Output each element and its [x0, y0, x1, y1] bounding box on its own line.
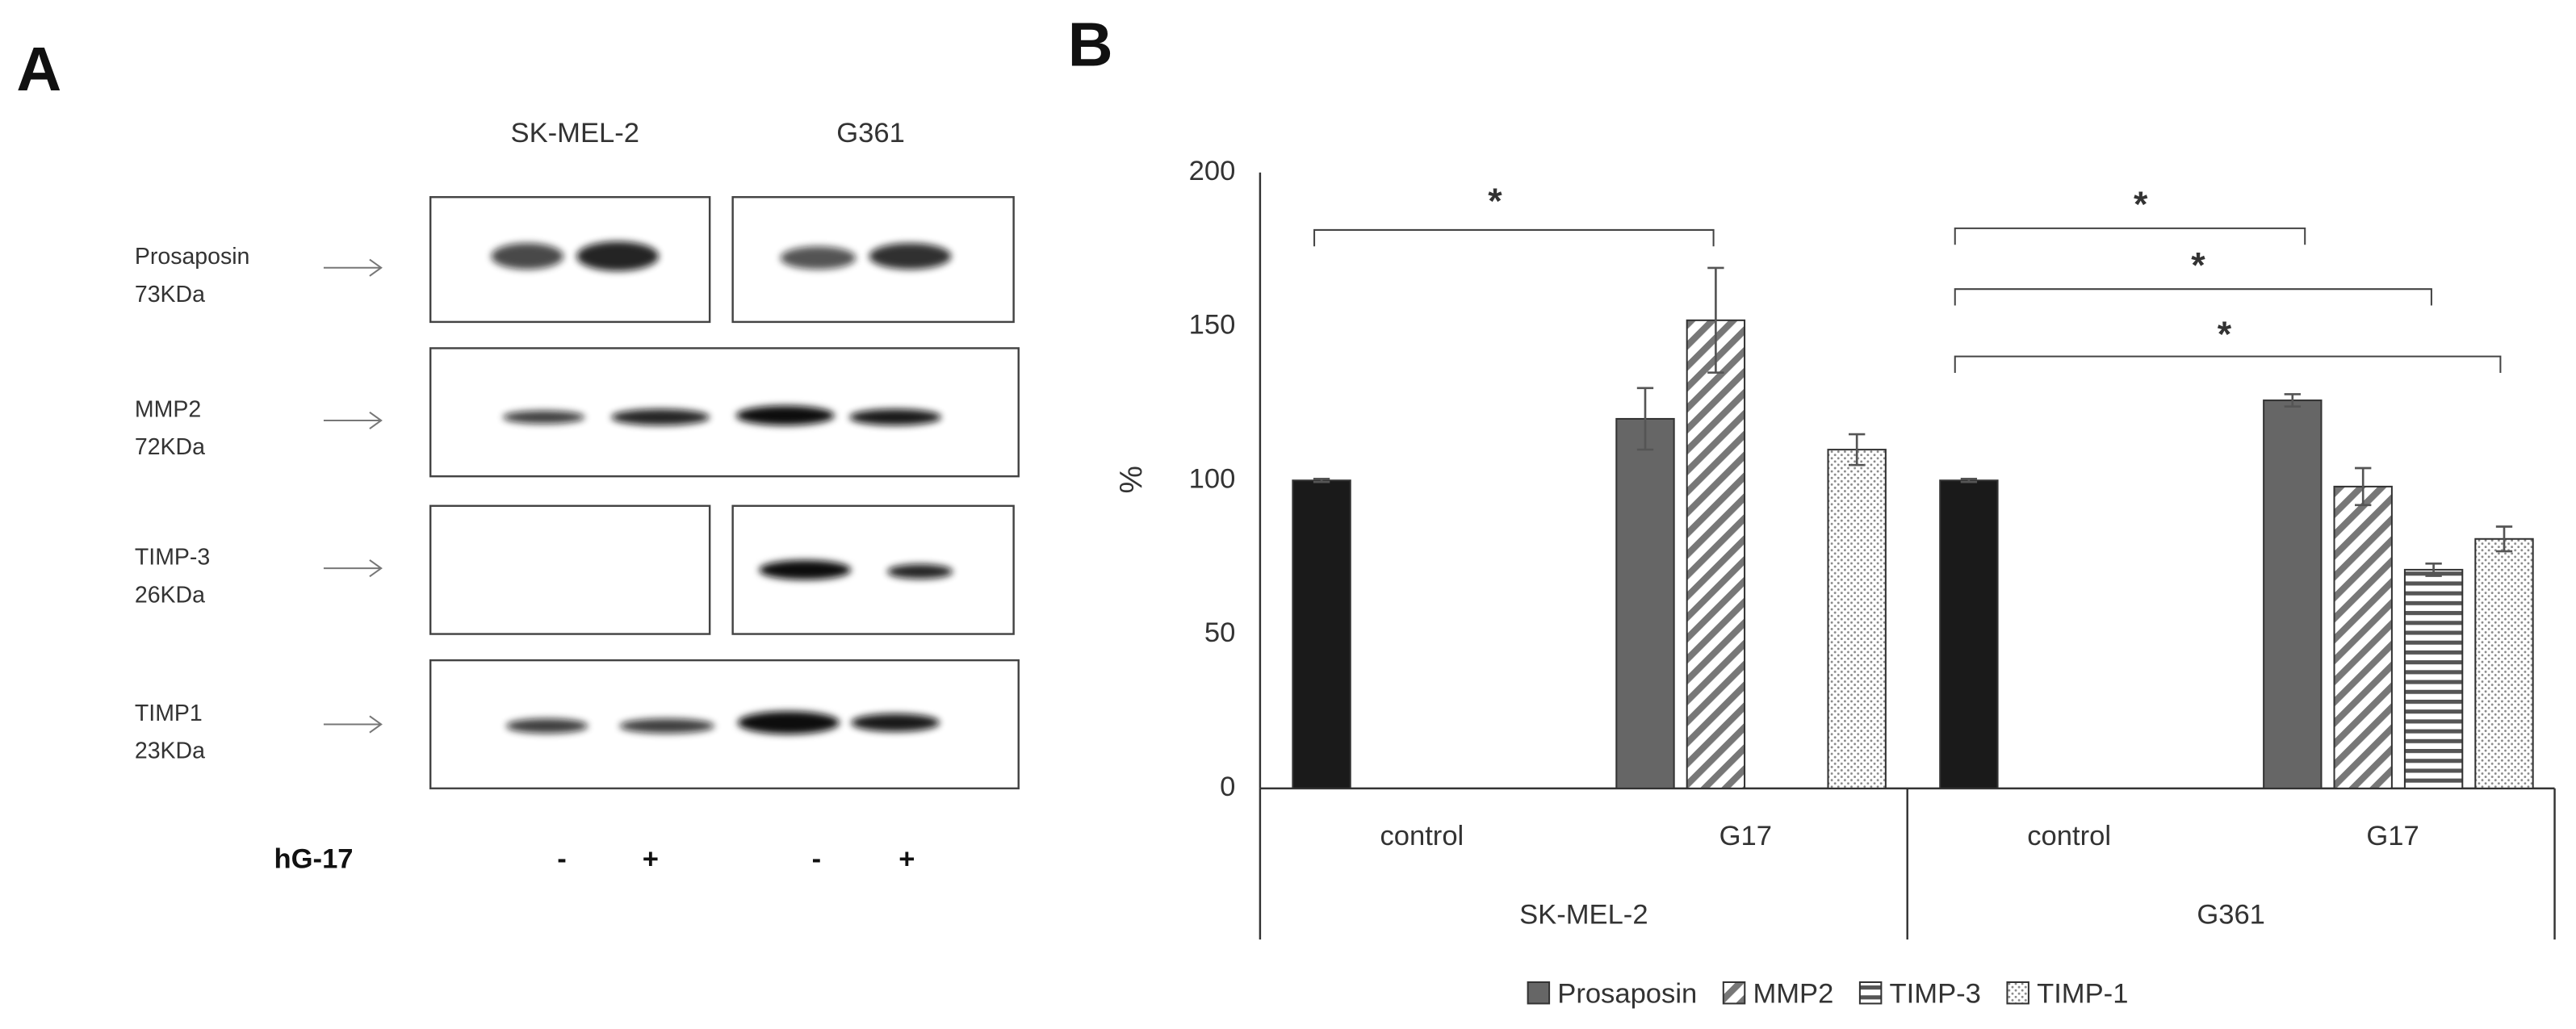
legend-swatch	[1858, 981, 1883, 1005]
panel-label: A	[16, 35, 61, 104]
blot-band	[502, 410, 585, 425]
blot-band	[851, 713, 940, 732]
blot-band	[737, 711, 840, 734]
y-tick-label: 0	[1220, 772, 1235, 802]
error-bar	[1960, 478, 1978, 483]
blot-band	[576, 241, 660, 271]
y-tick-label: 150	[1189, 310, 1236, 341]
bar	[2403, 568, 2464, 789]
protein-label: TIMP1	[135, 701, 203, 726]
blot-box	[429, 196, 711, 324]
error-bar	[2425, 562, 2442, 577]
bar	[1686, 319, 1746, 789]
x-tick-label: control	[1380, 821, 1464, 851]
row-labels: Prosaposin 73KDa MMP2 72KDa TIMP-3 26KDa TIMP1…	[135, 244, 383, 764]
significance-label: *	[1488, 181, 1502, 221]
blot-band	[491, 243, 564, 270]
error-bar	[2355, 466, 2372, 507]
blot-box	[429, 504, 711, 635]
arrow	[323, 258, 383, 277]
y-axis-label: %	[1114, 466, 1149, 493]
protein-label: Prosaposin	[135, 244, 250, 270]
bar	[1827, 449, 1887, 789]
lane-label: +	[643, 844, 659, 875]
legend-swatch	[2006, 981, 2029, 1005]
bar	[2333, 485, 2393, 789]
blots	[429, 196, 1020, 790]
panel-label: B	[1068, 10, 1113, 79]
size-label: 26KDa	[135, 582, 205, 608]
cell-line: SK-MEL-2	[511, 118, 640, 148]
bar	[2474, 538, 2534, 789]
significance-bracket	[1313, 228, 1715, 247]
protein-label: MMP2	[135, 396, 201, 422]
legend-swatch	[1527, 981, 1551, 1005]
group-label: G361	[2197, 900, 2265, 931]
chart: 0 50 100 150 200 SK-MEL-2 control G17 G361 contro…	[1189, 156, 2556, 1009]
y-tick-label: 200	[1189, 156, 1236, 186]
blot-band	[759, 559, 852, 580]
blot-band	[886, 564, 953, 579]
bar	[1939, 479, 1999, 789]
size-label: 23KDa	[135, 738, 205, 764]
x-tick-label: G17	[1719, 821, 1772, 851]
legend-label: TIMP-1	[2037, 978, 2128, 1009]
treatment-label: hG-17	[274, 844, 354, 875]
error-bar	[2284, 393, 2301, 408]
arrow	[323, 715, 383, 734]
cell-line: G361	[836, 118, 905, 148]
bar	[1292, 479, 1351, 789]
error-bar	[1849, 433, 1866, 466]
y-tick-label: 50	[1204, 617, 1235, 648]
error-bar	[1707, 266, 1724, 374]
legend-swatch	[1722, 981, 1746, 1005]
significance-label: *	[2134, 184, 2148, 224]
lane-label: +	[898, 844, 915, 875]
size-label: 73KDa	[135, 282, 205, 307]
significance-bracket	[1954, 355, 2502, 373]
group-label: SK-MEL-2	[1519, 900, 1648, 931]
blot-band	[619, 718, 715, 734]
blot-band	[611, 408, 710, 426]
bar	[1615, 417, 1675, 789]
bar	[2263, 399, 2323, 789]
blot-band	[849, 408, 942, 426]
lane-label: -	[812, 844, 822, 875]
x-tick-label: G17	[2366, 821, 2419, 851]
lane-label: -	[557, 844, 567, 875]
blot-band	[505, 718, 589, 734]
significance-label: *	[2191, 245, 2205, 286]
arrow	[323, 411, 383, 429]
significance-bracket	[1954, 288, 2432, 306]
legend-label: TIMP-3	[1890, 978, 1981, 1009]
arrow	[323, 559, 383, 578]
y-tick-label: 100	[1189, 463, 1236, 494]
size-label: 72KDa	[135, 434, 205, 460]
legend-label: Prosaposin	[1557, 978, 1697, 1009]
legend-label: MMP2	[1753, 978, 1833, 1009]
blot-band	[780, 246, 857, 270]
blot-band	[735, 405, 835, 426]
x-tick-label: control	[2027, 821, 2111, 851]
significance-label: *	[2218, 314, 2232, 354]
error-bar	[1313, 478, 1330, 483]
error-bar	[2495, 525, 2513, 553]
protein-label: TIMP-3	[135, 544, 210, 570]
error-bar	[1636, 387, 1654, 451]
significance-bracket	[1954, 227, 2306, 245]
blot-band	[869, 243, 952, 270]
